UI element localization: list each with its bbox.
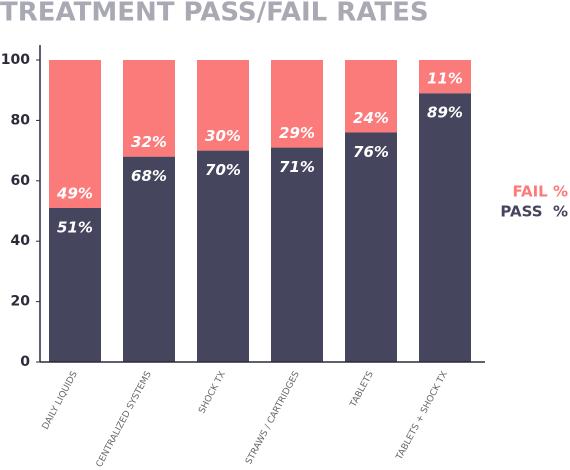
bar-segment (123, 60, 175, 157)
bar-segment (49, 60, 101, 208)
data-label: 49% (56, 184, 93, 202)
data-label: 71% (279, 158, 315, 176)
bar-segment (419, 93, 471, 362)
data-label: 70% (205, 161, 241, 179)
x-tick-label: STRAWS / CARTRIDGES (244, 370, 302, 467)
x-tick-label: SHOCK TX (197, 370, 228, 416)
legend-label: FAIL % (512, 183, 568, 201)
bar-segment (197, 60, 249, 151)
y-tick-label: 80 (11, 112, 31, 128)
bar-segment (345, 132, 397, 362)
x-tick-label: DAILY LIQUIDS (41, 370, 80, 432)
data-label: 29% (279, 124, 315, 142)
data-label: 24% (353, 109, 389, 127)
bar-segment (49, 207, 101, 362)
y-tick-label: 60 (11, 173, 31, 189)
y-tick-label: 40 (11, 233, 31, 249)
data-label: 76% (353, 143, 389, 161)
x-tick-label: TABLETS (348, 370, 376, 410)
bar-segment (197, 150, 249, 362)
bar-segment (345, 60, 397, 133)
y-tick-label: 100 (1, 52, 30, 68)
data-label: 30% (205, 127, 241, 145)
x-tick-label: CENTRALIZED SYSTEMS (95, 370, 154, 470)
x-tick-label: TABLETS + SHOCK TX (394, 370, 450, 463)
data-label: 89% (427, 104, 463, 122)
legend-label: PASS % (500, 203, 568, 221)
y-tick-label: 0 (20, 354, 30, 370)
bar-segment (271, 60, 323, 148)
bar-segment (271, 147, 323, 362)
bar-segment (123, 156, 175, 362)
bar-segment (419, 60, 471, 94)
data-label: 68% (131, 167, 167, 185)
data-label: 11% (427, 70, 463, 88)
chart-title: TREATMENT PASS/FAIL RATES (0, 0, 429, 28)
y-tick-label: 20 (11, 294, 31, 310)
data-label: 32% (131, 133, 167, 151)
data-label: 51% (57, 218, 93, 236)
